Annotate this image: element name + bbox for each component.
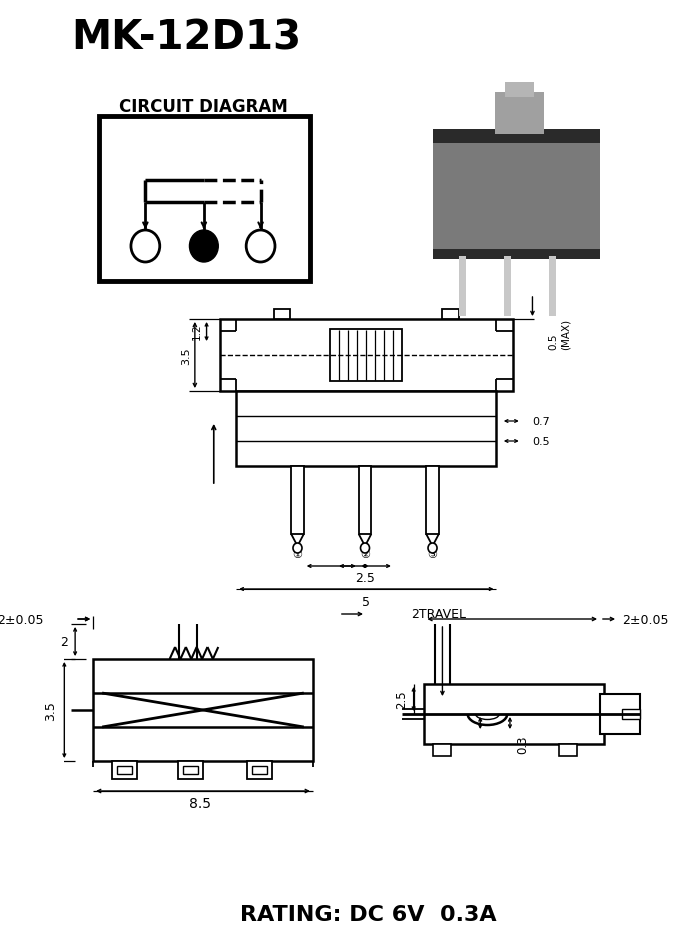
Bar [252, 767, 267, 774]
Text: 2±0.05: 2±0.05 [0, 613, 44, 626]
Bar [560, 744, 577, 756]
Text: ②: ② [360, 549, 370, 560]
Text: MK-12D13: MK-12D13 [72, 18, 301, 58]
Circle shape [246, 231, 275, 263]
Text: RATING: DC 6V  0.3A: RATING: DC 6V 0.3A [240, 904, 497, 924]
Text: 1.2: 1.2 [192, 323, 202, 340]
Text: 2: 2 [60, 635, 68, 648]
Bar [433, 744, 452, 756]
Circle shape [293, 544, 302, 553]
Bar [427, 466, 439, 534]
Text: 0.5: 0.5 [533, 436, 550, 446]
Circle shape [360, 544, 370, 553]
Bar [433, 130, 600, 144]
Bar [433, 250, 600, 259]
Text: 0.7: 0.7 [533, 417, 550, 427]
Text: 3.5: 3.5 [44, 700, 57, 720]
Bar [506, 83, 534, 98]
Text: 0.3: 0.3 [516, 735, 529, 753]
Text: 2TRAVEL: 2TRAVEL [411, 607, 466, 621]
Bar [549, 256, 556, 316]
Text: 8.5: 8.5 [189, 797, 212, 811]
Bar [93, 659, 313, 761]
Text: 5: 5 [362, 595, 370, 607]
Text: 2.5: 2.5 [355, 572, 375, 585]
Bar [178, 761, 203, 779]
Bar [433, 139, 600, 259]
Bar [274, 310, 290, 320]
Bar [118, 767, 132, 774]
Bar [291, 466, 304, 534]
Bar [220, 320, 512, 391]
Bar [458, 256, 466, 316]
Bar [112, 761, 137, 779]
Text: 2±0.05: 2±0.05 [623, 613, 669, 626]
Bar [504, 256, 511, 316]
Text: 3.5: 3.5 [181, 347, 191, 364]
Bar [99, 117, 310, 282]
Text: ③: ③ [427, 549, 437, 560]
Text: 2.5: 2.5 [395, 690, 408, 709]
Bar [425, 684, 604, 744]
Text: CIRCUIT DIAGRAM: CIRCUIT DIAGRAM [120, 98, 288, 116]
Text: ①: ① [293, 549, 302, 560]
Bar [442, 310, 458, 320]
Bar [183, 767, 197, 774]
Bar [495, 93, 544, 135]
Bar [600, 695, 640, 734]
Bar [247, 761, 272, 779]
Bar [623, 709, 640, 719]
Circle shape [189, 231, 218, 263]
Bar [330, 329, 402, 382]
Text: 0.5
(MAX): 0.5 (MAX) [549, 318, 571, 349]
Bar [237, 391, 496, 466]
Circle shape [131, 231, 160, 263]
Bar [359, 466, 371, 534]
Circle shape [428, 544, 437, 553]
